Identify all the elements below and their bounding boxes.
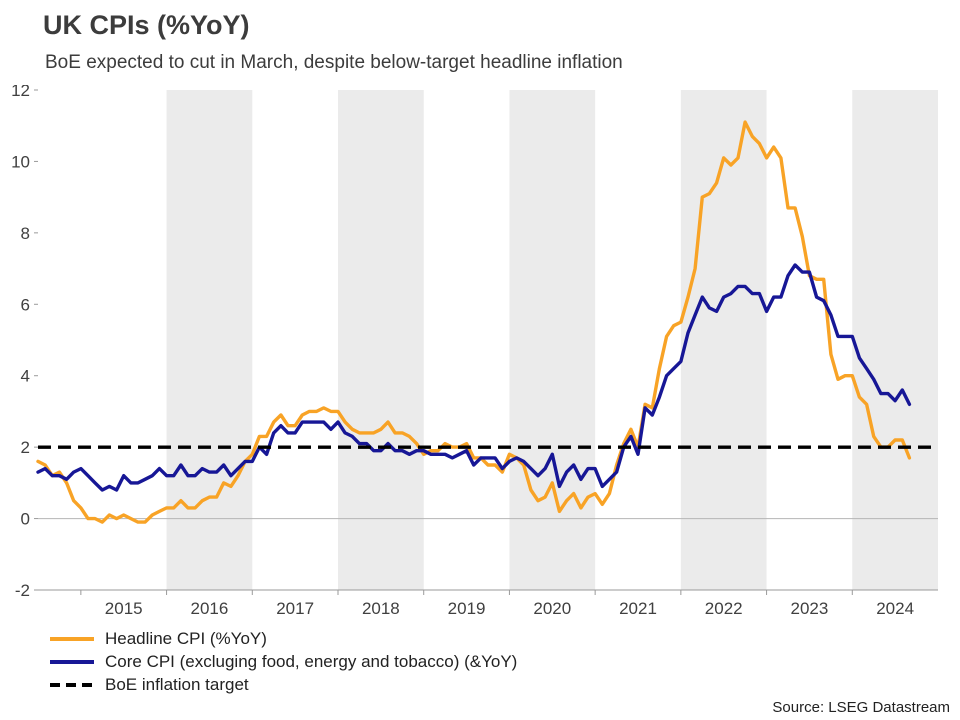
legend-label-core: Core CPI (excluging food, energy and tob… [105, 652, 518, 671]
legend-label-target: BoE inflation target [105, 675, 249, 694]
svg-text:2020: 2020 [533, 599, 571, 618]
svg-text:6: 6 [21, 295, 30, 314]
svg-text:2016: 2016 [191, 599, 229, 618]
svg-text:10: 10 [11, 152, 30, 171]
headline-line-swatch [50, 637, 94, 641]
line-chart: -2 0 2 4 6 8 10 12 2015 2016 2017 2018 2019 2020 2021 2… [11, 85, 938, 618]
svg-text:2015: 2015 [105, 599, 143, 618]
svg-text:2024: 2024 [876, 599, 914, 618]
svg-text:2019: 2019 [448, 599, 486, 618]
svg-text:2023: 2023 [791, 599, 829, 618]
svg-text:2017: 2017 [276, 599, 314, 618]
svg-text:0: 0 [21, 510, 30, 529]
svg-text:4: 4 [21, 367, 30, 386]
page-subtitle: BoE expected to cut in March, despite be… [45, 52, 623, 73]
svg-text:2021: 2021 [619, 599, 657, 618]
target-line-swatch [50, 683, 94, 687]
page-title: UK CPIs (%YoY) [43, 10, 250, 40]
svg-text:2: 2 [21, 438, 30, 457]
svg-text:2022: 2022 [705, 599, 743, 618]
core-line-swatch [50, 660, 94, 664]
legend-row-headline: Headline CPI (%YoY) [50, 628, 517, 650]
source-note: Source: LSEG Datastream [772, 699, 950, 716]
legend-label-headline: Headline CPI (%YoY) [105, 629, 267, 648]
svg-text:12: 12 [11, 85, 30, 100]
svg-text:-2: -2 [15, 581, 30, 600]
legend-row-target: BoE inflation target [50, 674, 517, 696]
legend: Headline CPI (%YoY) Core CPI (excluging … [50, 628, 517, 697]
legend-row-core: Core CPI (excluging food, energy and tob… [50, 651, 517, 673]
svg-text:2018: 2018 [362, 599, 400, 618]
svg-text:8: 8 [21, 224, 30, 243]
